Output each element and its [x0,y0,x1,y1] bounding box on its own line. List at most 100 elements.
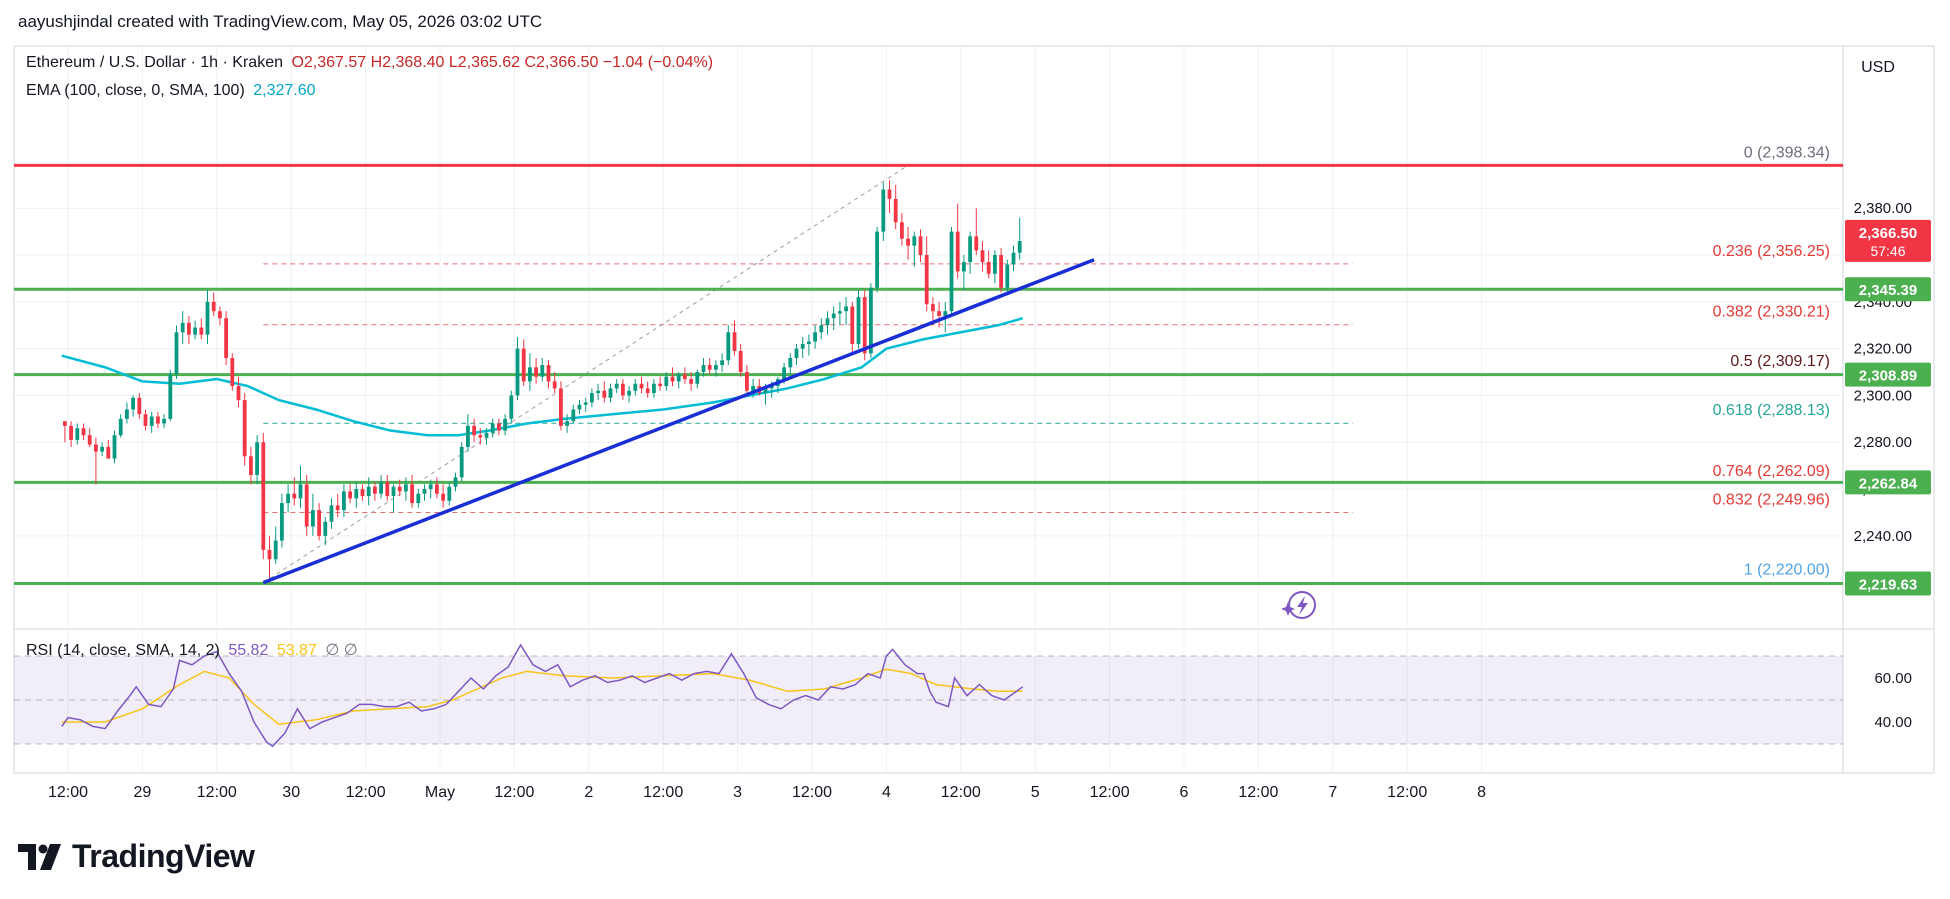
candle-body [738,350,743,373]
ohlc-values: O2,367.57 H2,368.40 L2,365.62 C2,366.50 … [291,54,714,71]
candle-body [831,313,836,319]
tradingview-logo[interactable]: TradingView [18,838,255,875]
candle [856,290,861,349]
candle-body [459,446,464,478]
rsi-label: RSI (14, close, SMA, 14, 2) [26,642,220,659]
candle [373,482,377,501]
candle [676,372,681,389]
candle [459,442,464,483]
candle [658,376,662,391]
candle-body [788,358,793,368]
candle [69,421,73,447]
candle [156,411,160,429]
candle-body [850,306,855,344]
candle-body [174,332,179,375]
candle [447,482,452,506]
candle [980,241,985,272]
candle-body [887,189,892,199]
candle-body [81,428,86,436]
candle [602,381,607,403]
fib-label: 0 (2,398.34) [1744,144,1830,161]
candle [416,489,421,508]
chart-credit: aayushjindal created with TradingView.co… [18,12,543,31]
candle [218,306,222,326]
level-tag-label: 2,345.39 [1859,282,1917,299]
candle-body [782,367,786,380]
candle-body [317,510,321,536]
candle [428,479,433,499]
candle [633,379,638,396]
x-tick-label: 12:00 [1387,784,1427,801]
candle [366,477,371,506]
candle [720,353,724,373]
candle [689,372,693,391]
ema-legend[interactable]: EMA (100, close, 0, SMA, 100) 2,327.60 [26,82,320,100]
candle [800,336,805,358]
candle-body [497,423,501,431]
candle-body [404,484,408,492]
candle [118,414,123,438]
x-tick-label: 12:00 [792,784,832,801]
candle [335,493,340,518]
candle [472,418,476,443]
candle-body [298,484,303,499]
candle [515,336,520,401]
current-price-countdown: 57:46 [1870,243,1905,259]
candle-body [689,379,693,384]
candle-body [342,491,346,511]
candle [825,311,830,335]
candle [807,334,811,356]
candle-body [701,365,706,373]
candle [1011,245,1016,272]
candle-body [763,388,768,394]
candle [788,353,793,375]
candle [726,325,731,366]
rsi-line [61,643,1024,748]
current-price-tag [1845,219,1931,262]
candle-body [490,423,495,433]
candle [360,484,365,501]
level-tag [1845,362,1931,387]
candle-body [515,348,520,396]
fib-label: 0.618 (2,288.13) [1713,402,1830,419]
candle-body [540,365,545,377]
candle [794,343,799,366]
candle-body [621,383,625,396]
candle-body [416,493,421,504]
candle-body [552,381,557,389]
candle [1017,217,1022,260]
candle-body [943,311,948,316]
x-tick-label: 12:00 [346,784,386,801]
candle [497,418,501,436]
candle [168,369,173,422]
symbol-legend[interactable]: Ethereum / U.S. Dollar · 1h · Kraken O2,… [26,54,717,72]
candle-body [1005,264,1010,288]
level-tag [1845,277,1931,302]
candle-body [286,493,290,504]
fib-label: 0.5 (2,309.17) [1730,353,1830,370]
candle-body [577,404,582,410]
candle [999,248,1003,293]
rsi-legend[interactable]: RSI (14, close, SMA, 14, 2) 55.82 53.87 … [26,640,362,660]
candle-body [825,318,830,326]
candle [273,526,278,564]
candle-body [273,540,278,560]
ema-label: EMA (100, close, 0, SMA, 100) [26,82,245,99]
candle-body [720,360,724,366]
fib-label: 1 (2,220.00) [1744,562,1830,579]
candle [738,343,743,377]
y-tick-label: 2,320.00 [1854,341,1912,358]
candle-body [881,189,886,232]
candle-body [100,446,104,452]
candle-body [211,301,216,312]
rsi-ma-value: 53.87 [276,642,317,659]
candle-body [397,486,402,492]
candle [757,379,762,396]
candle-body [838,311,842,314]
candle-body [106,446,111,459]
candle-body [112,435,117,459]
candle-body [149,416,154,426]
candle [180,311,185,344]
candle-body [521,348,526,382]
